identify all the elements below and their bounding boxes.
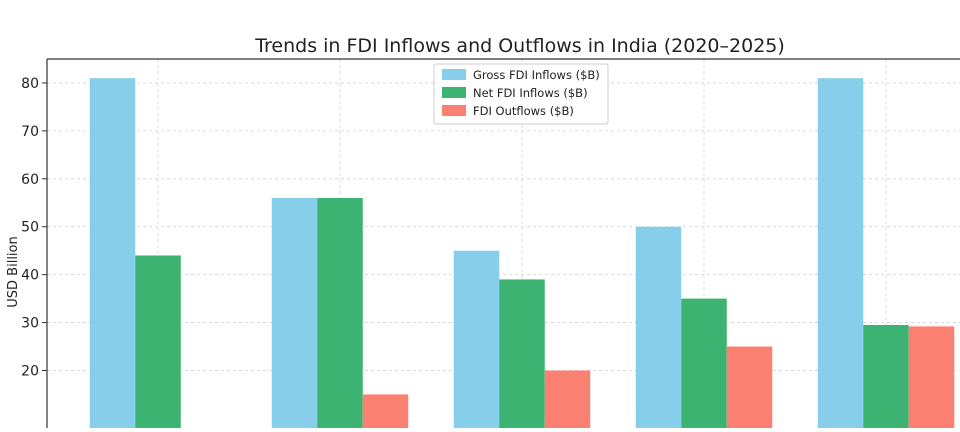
bar-series-2-category-1: [362, 394, 409, 430]
y-tick-label: 30: [21, 316, 39, 332]
legend-swatch-net: [442, 87, 466, 98]
bar-series-0-category-3: [635, 226, 682, 430]
legend-label-gross: Gross FDI Inflows ($B): [473, 68, 600, 82]
y-tick-label: 50: [21, 220, 39, 236]
bar-series-0-category-4: [817, 78, 864, 431]
y-tick-label: 60: [21, 172, 39, 188]
chart-title: Trends in FDI Inflows and Outflows in In…: [254, 35, 785, 57]
legend: Gross FDI Inflows ($B) Net FDI Inflows (…: [433, 63, 609, 125]
bar-series-0-category-2: [453, 250, 500, 430]
legend-swatch-gross: [442, 69, 466, 80]
legend-frame: [433, 63, 609, 125]
y-tick-label: 40: [21, 268, 39, 284]
bars-layer: [89, 78, 955, 431]
bar-series-1-category-0: [135, 255, 181, 430]
legend-label-outflows: FDI Outflows ($B): [473, 104, 574, 118]
y-tick-label: 80: [21, 76, 39, 92]
axes-layer: 20 30 40 50 60 70 80: [21, 58, 960, 428]
bar-series-2-category-2: [544, 370, 591, 430]
bar-series-0-category-1: [271, 197, 318, 430]
bar-series-1-category-2: [499, 279, 545, 430]
bar-series-1-category-4: [863, 324, 909, 430]
bar-series-1-category-3: [681, 298, 727, 430]
bar-series-1-category-1: [317, 197, 363, 430]
legend-label-net: Net FDI Inflows ($B): [473, 86, 588, 100]
bar-series-2-category-4: [908, 326, 955, 430]
y-tick-label: 70: [21, 124, 39, 140]
y-axis-label: USD Billion: [6, 236, 21, 307]
bar-series-2-category-3: [726, 346, 773, 430]
y-tick-label: 20: [21, 363, 39, 379]
legend-swatch-outflows: [442, 105, 466, 116]
bar-series-0-category-0: [89, 78, 136, 431]
